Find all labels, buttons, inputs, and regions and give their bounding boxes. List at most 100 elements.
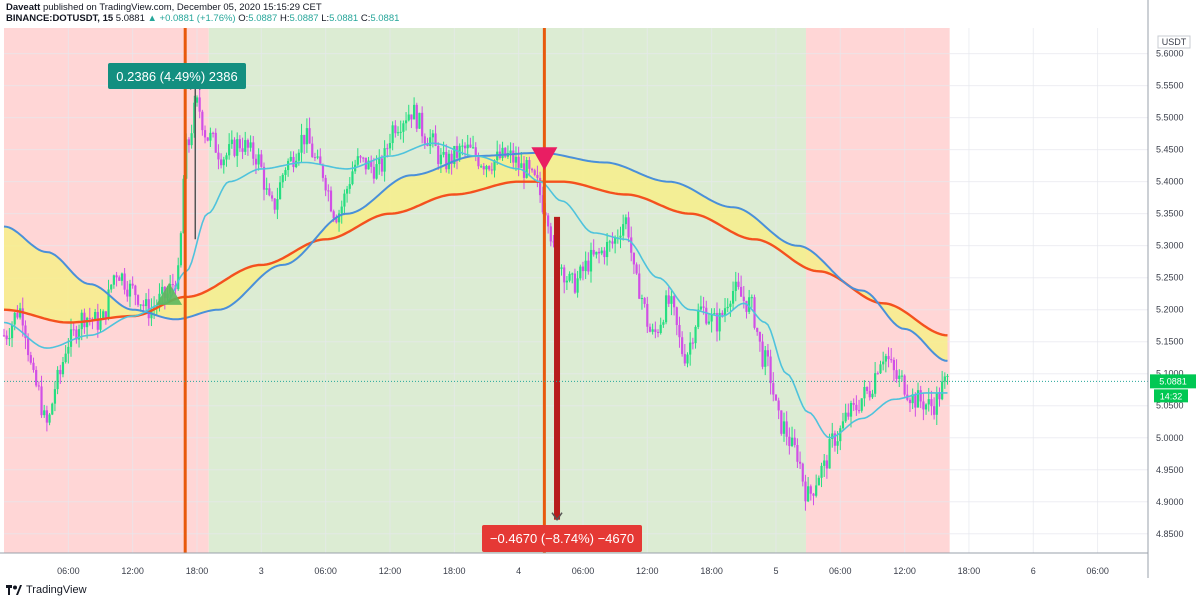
candle-body bbox=[134, 285, 137, 296]
publish-text: published on TradingView.com, December 0… bbox=[40, 2, 322, 13]
time-tick-label: 18:00 bbox=[443, 566, 466, 576]
candle-body bbox=[793, 437, 796, 446]
candle-body bbox=[327, 190, 330, 192]
sell-signal-triangle bbox=[531, 147, 558, 171]
candle-body bbox=[10, 324, 14, 339]
time-tick-label: 12:00 bbox=[379, 566, 402, 576]
candle-body bbox=[461, 145, 464, 147]
candle-body bbox=[809, 486, 812, 494]
candle-body bbox=[83, 312, 86, 328]
candle-body bbox=[225, 155, 228, 160]
candle-body bbox=[187, 139, 191, 146]
candle-body bbox=[576, 278, 579, 293]
candle-body bbox=[638, 273, 641, 299]
candle-body bbox=[246, 140, 250, 148]
candle-body bbox=[710, 313, 713, 322]
time-tick-label: 06:00 bbox=[1086, 566, 1109, 576]
candle-body bbox=[32, 362, 35, 370]
candle-body bbox=[726, 306, 729, 309]
candle-body bbox=[823, 460, 826, 466]
candle-body bbox=[244, 140, 247, 152]
candle-body bbox=[56, 369, 59, 390]
candle-body bbox=[729, 303, 732, 307]
candle-body bbox=[517, 156, 520, 168]
last-price: 5.0881 bbox=[115, 13, 145, 24]
candle-body bbox=[504, 147, 507, 157]
candle-body bbox=[297, 152, 300, 161]
background-zone-red bbox=[805, 28, 950, 553]
candle-body bbox=[879, 364, 882, 374]
candle-body bbox=[884, 356, 887, 362]
candle-body bbox=[233, 139, 236, 156]
candle-body bbox=[664, 295, 668, 323]
candle-body bbox=[876, 373, 879, 375]
candle-body bbox=[329, 190, 333, 212]
candle-body bbox=[455, 145, 459, 158]
candle-body bbox=[683, 354, 686, 364]
candle-body bbox=[67, 346, 70, 354]
candle-body bbox=[61, 362, 65, 375]
candle-body bbox=[278, 182, 282, 200]
candle-body bbox=[737, 281, 740, 287]
candle-body bbox=[391, 125, 394, 144]
time-tick-label: 12:00 bbox=[121, 566, 144, 576]
low-value: 5.0881 bbox=[329, 13, 359, 24]
candle-body bbox=[887, 356, 890, 360]
candle-body bbox=[916, 390, 920, 408]
candle-body bbox=[849, 403, 853, 417]
candle-body bbox=[362, 157, 365, 159]
candle-body bbox=[281, 174, 284, 183]
footer: TradingView bbox=[6, 584, 87, 596]
candle-body bbox=[43, 410, 46, 416]
price-tick-label: 5.2500 bbox=[1156, 273, 1184, 283]
close-value: 5.0881 bbox=[370, 13, 400, 24]
candle-body bbox=[525, 160, 528, 178]
candle-body bbox=[798, 461, 802, 464]
candle-body bbox=[413, 104, 416, 120]
candle-body bbox=[5, 335, 8, 340]
candle-body bbox=[203, 130, 207, 138]
buy-signal-triangle bbox=[156, 282, 183, 305]
candle-body bbox=[750, 297, 753, 299]
time-tick-label: 12:00 bbox=[893, 566, 916, 576]
candle-body bbox=[110, 284, 113, 290]
candle-body bbox=[139, 304, 142, 306]
price-change: ▲ +0.0881 (+1.76%) bbox=[147, 13, 236, 24]
candle-body bbox=[640, 298, 644, 300]
candle-body bbox=[415, 104, 418, 129]
candle-body bbox=[635, 264, 638, 274]
candle-body bbox=[643, 298, 646, 304]
candle-body bbox=[144, 299, 148, 307]
candle-body bbox=[691, 342, 694, 344]
candle-body bbox=[94, 311, 97, 321]
candle-body bbox=[748, 297, 751, 312]
candle-body bbox=[547, 215, 550, 227]
price-tick-label: 4.9500 bbox=[1156, 465, 1184, 475]
candle-body bbox=[319, 156, 322, 165]
candle-body bbox=[538, 177, 542, 196]
candle-body bbox=[128, 283, 132, 297]
candle-body bbox=[402, 123, 405, 132]
candle-body bbox=[935, 392, 938, 415]
time-tick-label: 5 bbox=[773, 566, 778, 576]
candle-body bbox=[182, 178, 185, 234]
candle-body bbox=[206, 137, 209, 141]
candle-body bbox=[305, 128, 308, 145]
candle-body bbox=[715, 313, 719, 332]
candle-body bbox=[597, 251, 601, 254]
candle-body bbox=[801, 463, 804, 482]
candle-body bbox=[568, 273, 571, 281]
candle-body bbox=[198, 97, 201, 112]
candle-body bbox=[697, 309, 700, 327]
candle-body bbox=[490, 169, 493, 171]
time-tick-label: 18:00 bbox=[958, 566, 981, 576]
short-measure-bar bbox=[554, 216, 561, 520]
candle-body bbox=[571, 273, 574, 275]
candle-body bbox=[774, 394, 778, 401]
candle-body bbox=[447, 153, 451, 170]
candle-body bbox=[812, 493, 815, 496]
candle-body bbox=[88, 317, 91, 319]
close-label: C: bbox=[360, 13, 371, 24]
candle-body bbox=[332, 211, 335, 219]
